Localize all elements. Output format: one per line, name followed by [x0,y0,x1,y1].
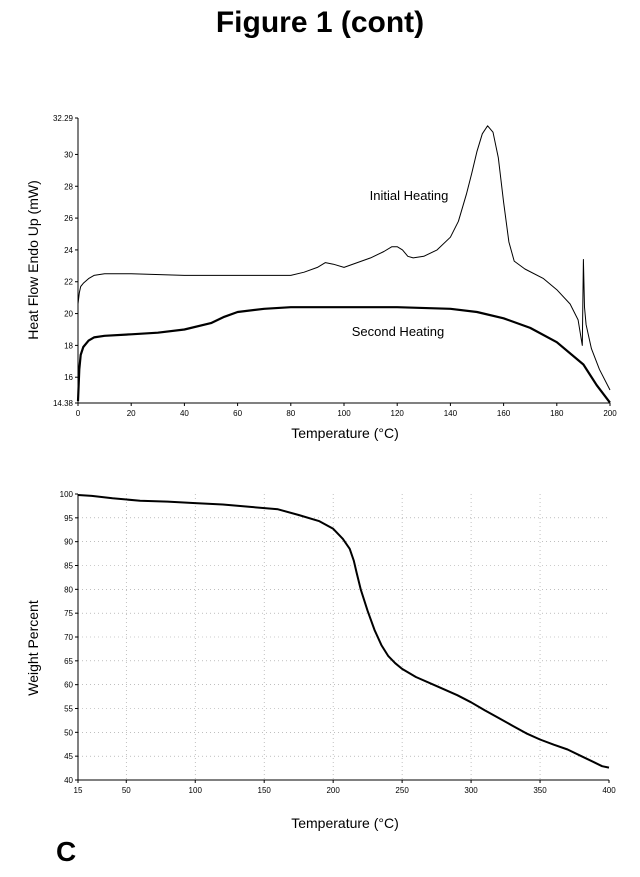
y-tick-3: 55 [64,705,78,714]
y-tick-label: 55 [64,705,73,714]
y-tick-11: 95 [64,514,78,523]
y-tick-7: 75 [64,609,78,618]
x-tick-label: 350 [533,786,547,795]
y-tick-12: 100 [60,490,78,499]
x-tick-4: 200 [326,780,340,795]
y-tick-label: 65 [64,657,73,666]
y-tick-label: 100 [60,490,74,499]
y-tick-label: 95 [64,514,73,523]
y-tick-label: 80 [64,585,73,594]
x-tick-8: 400 [602,780,616,795]
x-tick-label: 100 [189,786,203,795]
y-tick-label: 60 [64,681,73,690]
x-tick-1: 50 [122,780,131,795]
x-tick-label: 15 [74,786,83,795]
x-tick-7: 350 [533,780,547,795]
y-tick-label: 40 [64,776,73,785]
y-tick-1: 45 [64,752,78,761]
y-tick-label: 50 [64,728,73,737]
x-tick-label: 300 [464,786,478,795]
x-tick-label: 50 [122,786,131,795]
y-tick-2: 50 [64,728,78,737]
y-tick-label: 45 [64,752,73,761]
x-tick-label: 150 [258,786,272,795]
y-axis-title: Weight Percent [25,600,41,696]
y-tick-9: 85 [64,562,78,571]
series-line-0 [78,495,609,768]
x-axis-title: Temperature (°C) [291,815,399,831]
y-tick-label: 75 [64,609,73,618]
y-tick-label: 90 [64,538,73,547]
y-tick-5: 65 [64,657,78,666]
y-tick-4: 60 [64,681,78,690]
y-tick-6: 70 [64,633,78,642]
x-tick-label: 200 [326,786,340,795]
y-tick-8: 80 [64,585,78,594]
panel-letter: C [56,836,76,868]
y-tick-0: 40 [64,776,78,785]
x-tick-2: 100 [189,780,203,795]
x-tick-label: 400 [602,786,616,795]
x-tick-3: 150 [258,780,272,795]
grid [78,494,609,780]
y-tick-label: 85 [64,562,73,571]
x-tick-5: 250 [395,780,409,795]
x-tick-label: 250 [395,786,409,795]
y-tick-10: 90 [64,538,78,547]
y-tick-label: 70 [64,633,73,642]
x-tick-0: 15 [74,780,83,795]
x-tick-6: 300 [464,780,478,795]
